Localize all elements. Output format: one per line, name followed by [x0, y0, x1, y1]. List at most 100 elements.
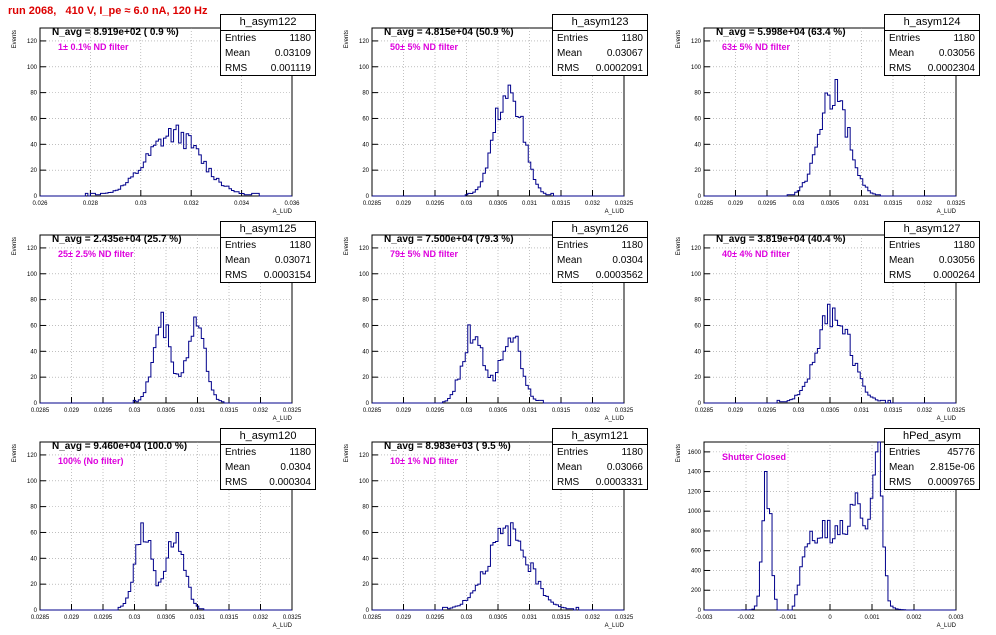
tick-label-y: 40 [362, 556, 369, 562]
stats-rms-row: RMS 0.001119 [221, 61, 315, 76]
stats-rms-label: RMS [225, 270, 248, 281]
stats-rms-row: RMS 0.0003562 [553, 268, 647, 283]
stats-mean-value: 0.0304 [280, 462, 311, 473]
stats-mean-row: Mean 0.03067 [553, 46, 647, 61]
filter-annotation: 1± 0.1% ND filter [58, 42, 129, 52]
y-axis-title: Events [344, 444, 350, 462]
stats-rms-row: RMS 0.0009765 [885, 475, 979, 490]
tick-label-x: 0.03 [461, 408, 473, 414]
stats-mean-value: 0.03056 [938, 48, 975, 59]
tick-label-x: 0.028 [83, 201, 99, 207]
tick-label-x: 0.0295 [758, 408, 777, 414]
tick-label-y: 0 [698, 194, 702, 200]
y-axis-title: Events [12, 444, 18, 462]
run-title: run 2068, 410 V, I_pe ≈ 6.0 nA, 120 Hz [8, 5, 208, 17]
stats-entries-value: 1180 [289, 33, 311, 44]
tick-label-x: 0.03 [793, 408, 805, 414]
tick-label-x: 0.0325 [947, 201, 966, 207]
tick-label-x: 0.003 [948, 615, 964, 621]
tick-label-x: 0.03 [129, 408, 141, 414]
tick-label-x: 0.0285 [31, 408, 50, 414]
navg-label: N_avg = 2.435e+04 (25.7 %) [52, 234, 182, 245]
histogram-series [704, 441, 956, 611]
stats-entries-row: Entries 1180 [553, 238, 647, 253]
tick-label-x: 0.0315 [884, 408, 903, 414]
tick-label-y: 800 [691, 529, 702, 535]
stats-mean-label: Mean [889, 48, 915, 59]
tick-label-x: 0.032 [253, 408, 269, 414]
stats-mean-row: Mean 0.03056 [885, 253, 979, 268]
stats-mean-value: 0.03056 [938, 255, 975, 266]
stats-entries-value: 1180 [289, 240, 311, 251]
tick-label-y: 0 [366, 401, 370, 407]
tick-label-y: 100 [691, 65, 702, 71]
stats-rms-value: 0.001119 [270, 63, 311, 74]
tick-label-y: 40 [694, 349, 701, 355]
stats-entries-label: Entries [889, 33, 921, 44]
tick-label-y: 20 [30, 375, 37, 381]
tick-label-x: 0.002 [906, 615, 922, 621]
stats-mean-label: Mean [557, 462, 583, 473]
tick-label-y: 60 [30, 530, 37, 536]
histogram-series [372, 324, 624, 404]
navg-label: N_avg = 7.500e+04 (79.3 %) [384, 234, 514, 245]
tick-label-y: 100 [359, 65, 370, 71]
tick-label-y: 60 [30, 116, 37, 122]
stats-mean-label: Mean [225, 462, 251, 473]
tick-label-x: 0.0315 [552, 408, 571, 414]
stats-entries-row: Entries 1180 [885, 31, 979, 46]
stats-rms-row: RMS 0.0002304 [885, 61, 979, 76]
tick-label-y: 0 [366, 194, 370, 200]
tick-label-y: 120 [359, 453, 370, 459]
tick-label-y: 40 [362, 142, 369, 148]
tick-label-x: 0.029 [64, 615, 80, 621]
tick-label-x: 0.0285 [31, 615, 50, 621]
stats-mean-row: Mean 0.03109 [221, 46, 315, 61]
tick-label-y: 40 [694, 142, 701, 148]
tick-label-x: 0.031 [522, 615, 538, 621]
stats-entries-row: Entries 1180 [221, 238, 315, 253]
tick-label-x: 0.031 [522, 201, 538, 207]
tick-label-x: 0.032 [253, 615, 269, 621]
histogram-series [40, 124, 292, 197]
tick-label-y: 0 [366, 608, 370, 614]
histogram-panel-h_asym126: 0.0285 0.029 0.0295 0.03 0.0305 0.031 0.0315 0.… [332, 221, 664, 428]
stats-rms-row: RMS 0.000304 [221, 475, 315, 490]
x-axis-title: A_LUD [605, 209, 625, 215]
tick-label-y: 60 [362, 323, 369, 329]
tick-label-y: 100 [27, 272, 38, 278]
tick-label-y: 120 [27, 246, 38, 252]
tick-label-y: 80 [30, 298, 37, 304]
tick-label-x: 0.0295 [426, 615, 445, 621]
tick-label-y: 40 [30, 142, 37, 148]
tick-label-x: 0.036 [284, 201, 300, 207]
tick-label-x: 0.03 [793, 201, 805, 207]
filter-annotation: 25± 2.5% ND filter [58, 249, 134, 259]
tick-label-x: 0.0325 [947, 408, 966, 414]
stats-hist-name: h_asym121 [553, 429, 647, 445]
navg-label: N_avg = 3.819e+04 (40.4 %) [716, 234, 846, 245]
histogram-series [704, 303, 956, 404]
stats-entries-label: Entries [557, 447, 589, 458]
histogram-panel-hPed_asym: -0.003 -0.002 -0.001 0 0.001 0.002 0.003 0 200 40… [664, 428, 996, 635]
tick-label-x: 0.029 [396, 615, 412, 621]
stats-mean-row: Mean 0.03066 [553, 460, 647, 475]
tick-label-x: 0.031 [522, 408, 538, 414]
tick-label-x: 0.0295 [94, 408, 113, 414]
tick-label-x: 0.032 [184, 201, 200, 207]
tick-label-y: 60 [362, 530, 369, 536]
stats-entries-label: Entries [225, 240, 257, 251]
tick-label-y: 40 [362, 349, 369, 355]
tick-label-x: 0.0315 [884, 201, 903, 207]
stats-rms-value: 0.0002304 [927, 63, 975, 74]
tick-label-x: 0.0325 [283, 408, 302, 414]
histogram-panel-h_asym122: 0.026 0.028 0.03 0.032 0.034 0.036 0 20 40 60 80 10… [0, 14, 332, 221]
stats-rms-label: RMS [889, 270, 912, 281]
tick-label-y: 0 [698, 401, 702, 407]
tick-label-x: 0.0325 [615, 408, 634, 414]
histogram-series [372, 522, 624, 611]
tick-label-x: 0.0295 [426, 201, 445, 207]
tick-label-x: 0.0285 [695, 201, 714, 207]
stats-entries-label: Entries [225, 447, 257, 458]
stats-entries-row: Entries 1180 [221, 445, 315, 460]
